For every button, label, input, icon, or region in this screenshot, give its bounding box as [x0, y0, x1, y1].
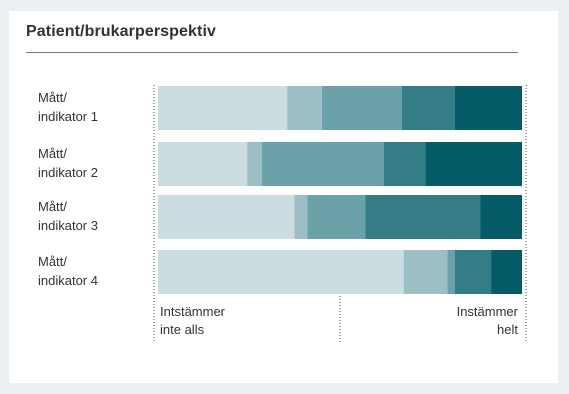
bar-segment: [261, 142, 384, 186]
category-label-line: Mått/: [38, 90, 67, 105]
scale-guides: [153, 85, 527, 343]
category-label-line: indikator 2: [38, 165, 98, 180]
chart-title: Patient/brukarperspektiv: [26, 23, 217, 40]
category-label: Mått/indikator 4: [38, 254, 98, 288]
bar-segment: [307, 195, 366, 239]
category-label-line: indikator 3: [38, 218, 98, 233]
bar-segment: [491, 250, 522, 294]
bar-segment: [158, 250, 404, 294]
bar-segment: [401, 86, 455, 130]
bars: [158, 86, 522, 294]
bar-segment: [454, 250, 492, 294]
category-label-line: indikator 1: [38, 109, 98, 124]
title-divider: [26, 52, 518, 53]
bar-segment: [158, 86, 288, 130]
bar-segment: [365, 195, 481, 239]
bar-segment: [158, 142, 248, 186]
bar-segment: [425, 142, 522, 186]
category-label-line: Mått/: [38, 254, 67, 269]
bar-segment: [321, 86, 402, 130]
category-label-line: indikator 4: [38, 273, 98, 288]
bar-segment: [287, 86, 322, 130]
category-label-line: Mått/: [38, 146, 67, 161]
category-label: Mått/indikator 2: [38, 146, 98, 180]
category-label-line: Mått/: [38, 199, 67, 214]
scale-label-left: inte alls: [160, 322, 205, 337]
bar-segment: [158, 195, 295, 239]
bar-segment: [403, 250, 448, 294]
scale-label-left: Intstämmer: [160, 304, 226, 319]
bar-segment: [247, 142, 262, 186]
bar-segment: [383, 142, 426, 186]
scale-end-labels: Intstämmer inte alls Instämmer helt: [160, 304, 519, 337]
bar-segment: [447, 250, 455, 294]
bar-segment: [294, 195, 308, 239]
category-label: Mått/indikator 3: [38, 199, 98, 233]
scale-label-right: Instämmer: [457, 304, 519, 319]
scale-label-right: helt: [497, 322, 518, 337]
bar-segment: [454, 86, 522, 130]
category-label: Mått/indikator 1: [38, 90, 98, 124]
bar-segment: [480, 195, 522, 239]
